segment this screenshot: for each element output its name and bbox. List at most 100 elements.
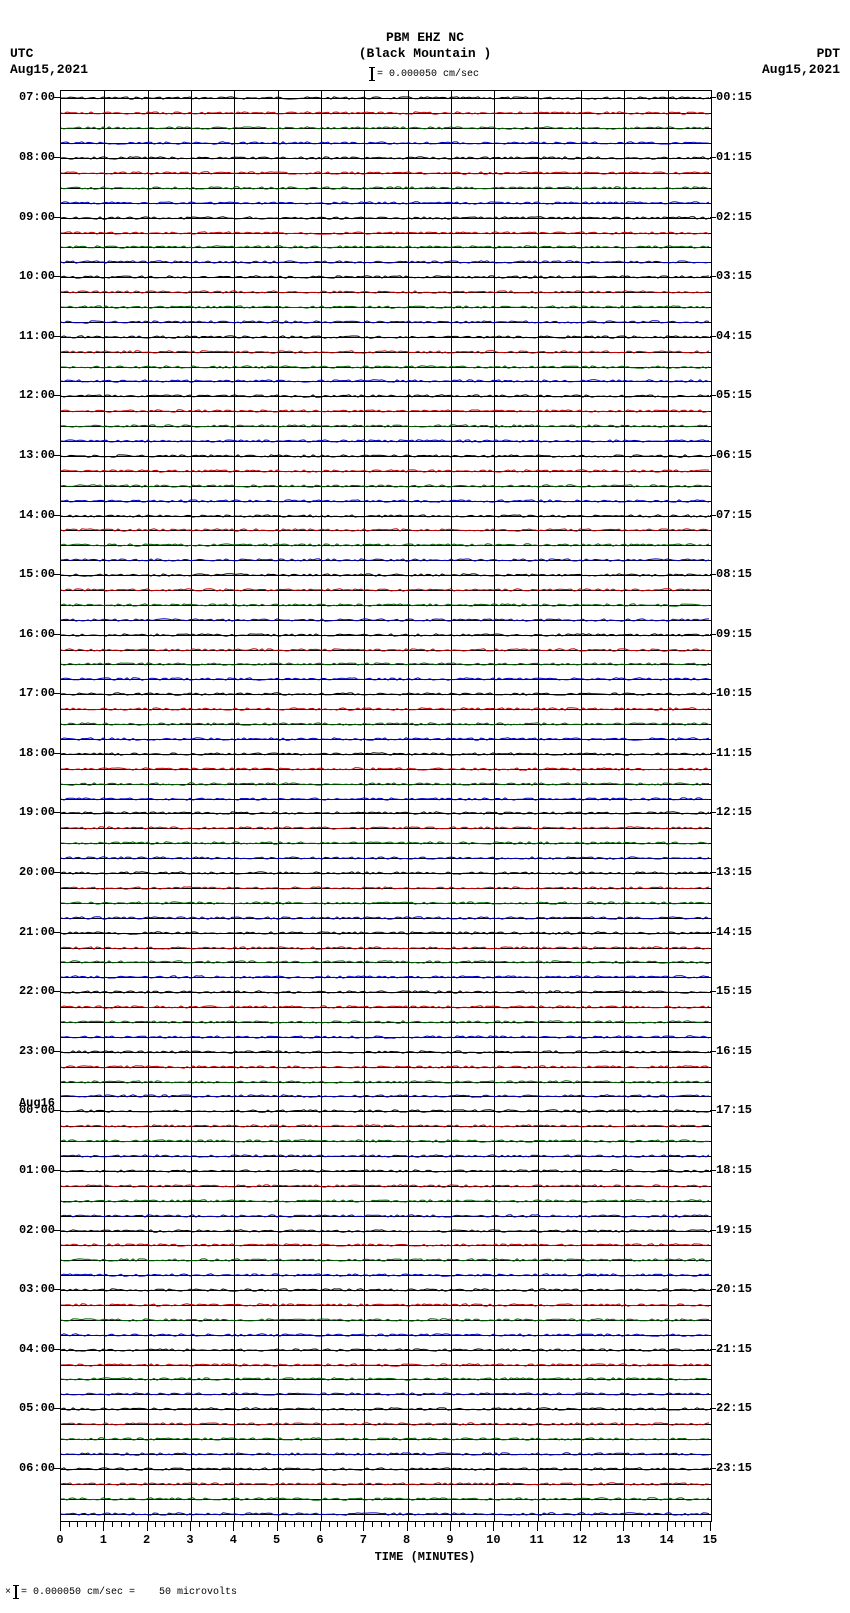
x-minor-tick — [459, 1521, 460, 1527]
utc-time-label: 10:00 — [19, 269, 55, 283]
horizontal-gridline — [61, 933, 711, 934]
horizontal-gridline — [61, 426, 711, 427]
horizontal-gridline — [61, 1290, 711, 1291]
x-minor-tick — [502, 1521, 503, 1527]
x-minor-tick — [251, 1521, 252, 1527]
horizontal-gridline — [61, 277, 711, 278]
pdt-time-label: 00:15 — [716, 90, 752, 104]
horizontal-gridline — [61, 903, 711, 904]
utc-time-label: 12:00 — [19, 388, 55, 402]
horizontal-gridline — [61, 1156, 711, 1157]
x-minor-tick — [112, 1521, 113, 1527]
x-major-tick — [710, 1521, 711, 1531]
x-major-tick — [103, 1521, 104, 1531]
station-code: PBM EHZ NC — [0, 30, 850, 45]
x-minor-tick — [294, 1521, 295, 1527]
horizontal-gridline — [61, 1424, 711, 1425]
left-hour-tick — [54, 1170, 60, 1171]
x-minor-tick — [589, 1521, 590, 1527]
horizontal-gridline — [61, 322, 711, 323]
horizontal-gridline — [61, 143, 711, 144]
horizontal-gridline — [61, 1499, 711, 1500]
horizontal-gridline — [61, 1052, 711, 1053]
horizontal-gridline — [61, 799, 711, 800]
horizontal-gridline — [61, 1409, 711, 1410]
pdt-time-label: 15:15 — [716, 984, 752, 998]
scale-bar-icon — [371, 67, 373, 81]
utc-time-label: 23:00 — [19, 1044, 55, 1058]
utc-time-label: 13:00 — [19, 448, 55, 462]
horizontal-gridline — [61, 1082, 711, 1083]
pdt-time-label: 14:15 — [716, 925, 752, 939]
horizontal-gridline — [61, 456, 711, 457]
x-major-tick — [60, 1521, 61, 1531]
left-hour-tick — [54, 753, 60, 754]
x-minor-tick — [675, 1521, 676, 1527]
horizontal-gridline — [61, 1037, 711, 1038]
x-tick-label: 11 — [529, 1533, 543, 1547]
x-minor-tick — [355, 1521, 356, 1527]
horizontal-gridline — [61, 948, 711, 949]
horizontal-gridline — [61, 188, 711, 189]
x-minor-tick — [95, 1521, 96, 1527]
left-hour-tick — [54, 1349, 60, 1350]
vertical-gridline — [321, 91, 322, 1521]
horizontal-gridline — [61, 1201, 711, 1202]
x-major-tick — [667, 1521, 668, 1531]
x-minor-tick — [86, 1521, 87, 1527]
horizontal-gridline — [61, 694, 711, 695]
right-hour-tick — [710, 1349, 716, 1350]
footer-prefix: × — [5, 1587, 11, 1598]
left-hour-tick — [54, 157, 60, 158]
x-tick-label: 14 — [659, 1533, 673, 1547]
horizontal-gridline — [61, 1111, 711, 1112]
x-minor-tick — [372, 1521, 373, 1527]
horizontal-gridline — [61, 1171, 711, 1172]
x-minor-tick — [545, 1521, 546, 1527]
x-minor-tick — [597, 1521, 598, 1527]
horizontal-gridline — [61, 530, 711, 531]
pdt-time-label: 18:15 — [716, 1163, 752, 1177]
x-minor-tick — [485, 1521, 486, 1527]
utc-time-label: 16:00 — [19, 627, 55, 641]
horizontal-gridline — [61, 516, 711, 517]
horizontal-gridline — [61, 1260, 711, 1261]
utc-time-label: 20:00 — [19, 865, 55, 879]
horizontal-gridline — [61, 337, 711, 338]
horizontal-gridline — [61, 173, 711, 174]
left-hour-tick — [54, 515, 60, 516]
horizontal-gridline — [61, 128, 711, 129]
right-hour-tick — [710, 97, 716, 98]
utc-time-label: 01:00 — [19, 1163, 55, 1177]
horizontal-gridline — [61, 635, 711, 636]
vertical-gridline — [668, 91, 669, 1521]
x-major-tick — [363, 1521, 364, 1531]
horizontal-gridline — [61, 709, 711, 710]
scale-text: = 0.000050 cm/sec — [377, 69, 479, 80]
right-hour-tick — [710, 872, 716, 873]
horizontal-gridline — [61, 247, 711, 248]
horizontal-gridline — [61, 605, 711, 606]
horizontal-gridline — [61, 1484, 711, 1485]
horizontal-gridline — [61, 1186, 711, 1187]
x-minor-tick — [467, 1521, 468, 1527]
horizontal-gridline — [61, 813, 711, 814]
utc-time-label: 09:00 — [19, 210, 55, 224]
x-minor-tick — [199, 1521, 200, 1527]
x-minor-tick — [181, 1521, 182, 1527]
vertical-gridline — [538, 91, 539, 1521]
horizontal-gridline — [61, 1245, 711, 1246]
seismogram-container: PBM EHZ NC (Black Mountain ) = 0.000050 … — [0, 0, 850, 1613]
horizontal-gridline — [61, 992, 711, 993]
right-hour-tick — [710, 1289, 716, 1290]
horizontal-gridline — [61, 501, 711, 502]
scale-indicator: = 0.000050 cm/sec — [371, 67, 479, 81]
x-minor-tick — [433, 1521, 434, 1527]
left-hour-tick — [54, 336, 60, 337]
x-minor-tick — [441, 1521, 442, 1527]
left-hour-tick — [54, 634, 60, 635]
horizontal-gridline — [61, 98, 711, 99]
vertical-gridline — [148, 91, 149, 1521]
vertical-gridline — [234, 91, 235, 1521]
pdt-time-label: 17:15 — [716, 1103, 752, 1117]
